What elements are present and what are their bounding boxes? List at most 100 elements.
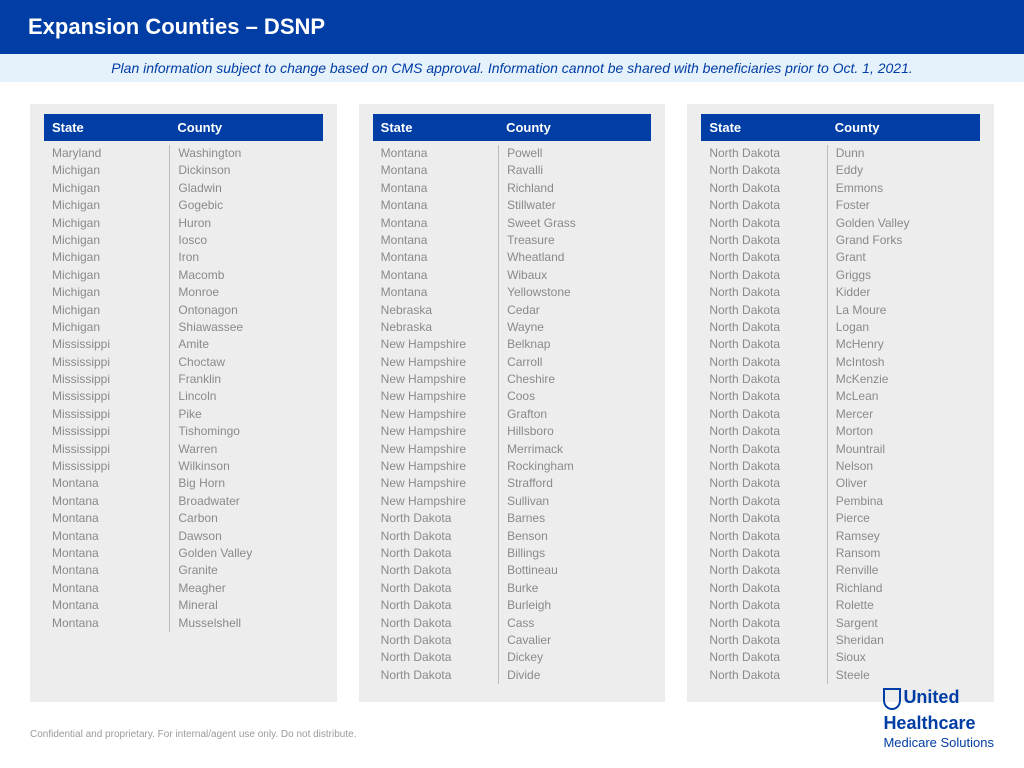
table-row-state: North Dakota [709, 162, 818, 179]
county-table: StateCountyMarylandMichiganMichiganMichi… [30, 104, 337, 702]
table-row-county: Ontonagon [178, 302, 314, 319]
table-row-county: Treasure [507, 232, 643, 249]
table-row-county: Shiawassee [178, 319, 314, 336]
table-row-state: Michigan [52, 302, 161, 319]
table-row-state: Montana [52, 580, 161, 597]
table-row-state: Michigan [52, 284, 161, 301]
table-row-state: North Dakota [381, 615, 490, 632]
table-row-county: Tishomingo [178, 423, 314, 440]
table-row-state: North Dakota [381, 667, 490, 684]
table-row-county: Benson [507, 528, 643, 545]
table-row-state: Montana [52, 475, 161, 492]
table-row-state: North Dakota [381, 528, 490, 545]
table-row-county: Foster [836, 197, 972, 214]
brand-logo: United Healthcare Medicare Solutions [883, 688, 994, 750]
table-row-county: Yellowstone [507, 284, 643, 301]
county-table: StateCountyMontanaMontanaMontanaMontanaM… [359, 104, 666, 702]
table-row-county: Burke [507, 580, 643, 597]
table-row-county: Richland [836, 580, 972, 597]
table-row-state: New Hampshire [381, 371, 490, 388]
table-row-county: Renville [836, 562, 972, 579]
table-row-county: Ransom [836, 545, 972, 562]
table-row-state: Michigan [52, 267, 161, 284]
table-row-county: Carbon [178, 510, 314, 527]
table-row-county: Strafford [507, 475, 643, 492]
table-row-state: North Dakota [381, 597, 490, 614]
table-row-state: Mississippi [52, 371, 161, 388]
table-row-state: North Dakota [709, 423, 818, 440]
table-row-county: Gogebic [178, 197, 314, 214]
table-row-county: Cedar [507, 302, 643, 319]
table-row-state: Mississippi [52, 458, 161, 475]
table-row-state: Nebraska [381, 319, 490, 336]
table-row-state: North Dakota [709, 336, 818, 353]
table-row-county: Belknap [507, 336, 643, 353]
table-row-state: Montana [52, 615, 161, 632]
table-row-state: North Dakota [709, 354, 818, 371]
table-row-county: Monroe [178, 284, 314, 301]
table-row-county: Grafton [507, 406, 643, 423]
table-row-state: North Dakota [709, 232, 818, 249]
table-row-county: Huron [178, 215, 314, 232]
page-title: Expansion Counties – DSNP [0, 0, 1024, 54]
table-row-county: Warren [178, 441, 314, 458]
table-row-county: Rockingham [507, 458, 643, 475]
table-row-state: Montana [52, 493, 161, 510]
table-row-state: North Dakota [709, 371, 818, 388]
header-state: State [373, 114, 498, 141]
table-row-state: Mississippi [52, 406, 161, 423]
table-row-state: Montana [381, 162, 490, 179]
brand-line1: United [903, 687, 959, 707]
table-row-county: Franklin [178, 371, 314, 388]
table-row-state: North Dakota [709, 510, 818, 527]
header-county: County [169, 114, 322, 141]
table-body: MarylandMichiganMichiganMichiganMichigan… [44, 141, 323, 632]
table-row-state: Montana [52, 510, 161, 527]
table-row-state: New Hampshire [381, 458, 490, 475]
table-row-state: Michigan [52, 180, 161, 197]
table-row-county: Ramsey [836, 528, 972, 545]
table-row-state: North Dakota [381, 632, 490, 649]
notice-text: Plan information subject to change based… [0, 54, 1024, 82]
header-county: County [498, 114, 651, 141]
footer-disclaimer: Confidential and proprietary. For intern… [30, 729, 356, 740]
table-row-state: North Dakota [709, 615, 818, 632]
table-row-county: Wilkinson [178, 458, 314, 475]
table-row-county: Grand Forks [836, 232, 972, 249]
table-row-state: Montana [52, 528, 161, 545]
table-row-county: Cheshire [507, 371, 643, 388]
table-row-state: Montana [381, 197, 490, 214]
table-row-state: Michigan [52, 215, 161, 232]
table-row-state: Michigan [52, 232, 161, 249]
table-row-county: Stillwater [507, 197, 643, 214]
table-row-state: North Dakota [709, 302, 818, 319]
table-row-county: Carroll [507, 354, 643, 371]
table-row-county: Sioux [836, 649, 972, 666]
table-row-state: New Hampshire [381, 406, 490, 423]
table-row-state: New Hampshire [381, 493, 490, 510]
table-row-county: Morton [836, 423, 972, 440]
table-row-state: North Dakota [709, 649, 818, 666]
table-row-state: North Dakota [709, 493, 818, 510]
table-row-state: North Dakota [709, 545, 818, 562]
table-row-county: McLean [836, 388, 972, 405]
table-row-state: Mississippi [52, 354, 161, 371]
table-row-county: Dickinson [178, 162, 314, 179]
table-row-county: Bottineau [507, 562, 643, 579]
table-row-county: Musselshell [178, 615, 314, 632]
header-state: State [44, 114, 169, 141]
table-row-state: Montana [381, 180, 490, 197]
uhc-shield-icon [883, 688, 901, 714]
table-row-county: Amite [178, 336, 314, 353]
table-row-state: North Dakota [709, 441, 818, 458]
table-row-county: Billings [507, 545, 643, 562]
table-row-county: Dawson [178, 528, 314, 545]
table-row-state: Mississippi [52, 336, 161, 353]
table-body: North DakotaNorth DakotaNorth DakotaNort… [701, 141, 980, 684]
table-row-county: Choctaw [178, 354, 314, 371]
table-row-county: Nelson [836, 458, 972, 475]
table-row-county: Burleigh [507, 597, 643, 614]
brand-subline: Medicare Solutions [883, 735, 994, 750]
table-row-state: North Dakota [709, 562, 818, 579]
table-row-county: Sweet Grass [507, 215, 643, 232]
